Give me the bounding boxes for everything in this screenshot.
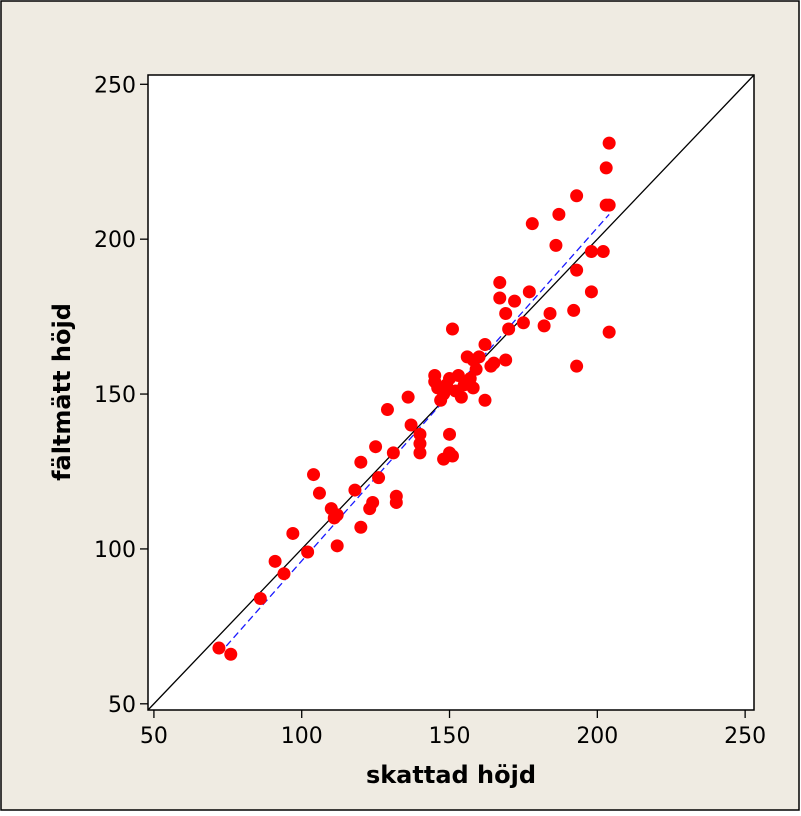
y-tick-label: 100: [94, 538, 136, 563]
data-point: [584, 285, 598, 299]
data-point: [330, 508, 344, 522]
y-tick-label: 200: [94, 228, 136, 253]
x-tick-label: 250: [724, 724, 766, 749]
data-point: [552, 207, 566, 221]
y-tick-label: 150: [94, 383, 136, 408]
data-point: [451, 368, 465, 382]
data-point: [413, 446, 427, 460]
data-point: [570, 263, 584, 277]
data-point: [348, 483, 362, 497]
data-point: [445, 322, 459, 336]
data-point: [454, 390, 468, 404]
data-point: [404, 418, 418, 432]
data-point: [445, 449, 459, 463]
data-point: [469, 362, 483, 376]
data-point: [386, 446, 400, 460]
fit-line-group: [218, 213, 610, 655]
data-point: [499, 307, 513, 321]
data-point: [493, 291, 507, 305]
data-point: [599, 161, 613, 175]
data-point: [372, 471, 386, 485]
data-point: [354, 520, 368, 534]
data-point: [277, 567, 291, 581]
data-point: [330, 539, 344, 553]
data-point: [596, 245, 610, 259]
data-point: [602, 136, 616, 150]
data-point: [570, 359, 584, 373]
data-point: [268, 554, 282, 568]
data-point: [570, 189, 584, 203]
data-point: [543, 307, 557, 321]
x-tick-label: 50: [140, 724, 168, 749]
data-point: [502, 322, 516, 336]
y-axis-label: fältmätt höjd: [48, 303, 76, 481]
data-point: [369, 440, 383, 454]
x-axis: 50 100 150 200 250: [140, 710, 766, 749]
data-point: [389, 495, 403, 509]
data-point: [525, 217, 539, 231]
data-point: [224, 647, 238, 661]
data-point: [487, 356, 501, 370]
x-tick-label: 150: [429, 724, 471, 749]
data-point: [380, 403, 394, 417]
data-point: [567, 303, 581, 317]
data-point: [212, 641, 226, 655]
data-point: [354, 455, 368, 469]
data-point: [413, 427, 427, 441]
data-point: [413, 437, 427, 451]
data-point: [301, 545, 315, 559]
data-point: [537, 319, 551, 333]
y-axis: 50 100 150 200 250: [94, 73, 148, 718]
fit-line: [218, 213, 610, 655]
data-point: [478, 393, 492, 407]
data-point: [286, 526, 300, 540]
x-axis-label: skattad höjd: [366, 761, 536, 789]
data-point: [508, 294, 522, 308]
data-point: [602, 325, 616, 339]
data-point: [307, 468, 321, 482]
data-point: [499, 353, 513, 367]
data-point: [443, 427, 457, 441]
data-point: [253, 591, 267, 605]
data-point: [401, 390, 415, 404]
x-tick-label: 100: [281, 724, 323, 749]
data-point: [478, 337, 492, 351]
data-point: [549, 238, 563, 252]
data-point: [516, 316, 530, 330]
y-tick-label: 50: [108, 693, 136, 718]
data-point: [366, 495, 380, 509]
y-tick-label: 250: [94, 73, 136, 98]
data-point: [522, 285, 536, 299]
data-point: [472, 350, 486, 364]
data-point: [584, 245, 598, 259]
data-point: [493, 276, 507, 290]
data-point: [312, 486, 326, 500]
data-points: [212, 136, 616, 661]
data-point: [466, 381, 480, 395]
x-tick-label: 200: [576, 724, 618, 749]
data-point: [602, 198, 616, 212]
